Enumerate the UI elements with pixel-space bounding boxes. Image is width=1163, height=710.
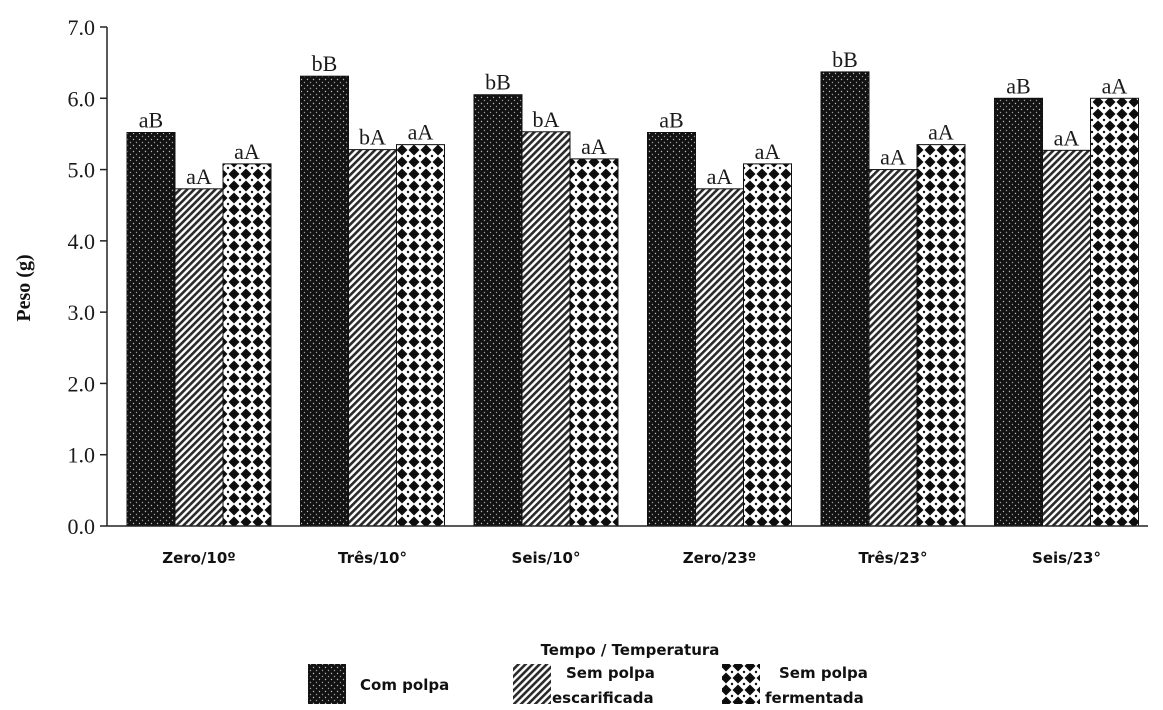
bar-significance-label: bB <box>832 47 858 72</box>
legend-swatch <box>308 664 346 704</box>
bar-significance-label: aA <box>408 120 434 145</box>
legend: Com polpa Sem polpa escarificada Sem polpa f… <box>308 664 868 707</box>
y-axis-ticks: 0.0 1.0 2.0 3.0 4.0 5.0 6.0 7.0 <box>68 15 107 539</box>
bar-significance-label: bB <box>312 51 338 76</box>
legend-label-line2: fermentada <box>765 689 864 707</box>
bar <box>743 163 792 527</box>
bar <box>647 132 696 527</box>
bar <box>521 131 571 527</box>
bar <box>174 188 224 527</box>
bar <box>994 97 1043 527</box>
y-tick-label: 7.0 <box>68 15 96 40</box>
y-tick-label: 2.0 <box>68 371 96 396</box>
bar-significance-label: aA <box>880 145 906 170</box>
y-axis-title: Peso (g) <box>13 254 35 321</box>
bar-significance-label: aA <box>186 164 212 189</box>
bar <box>1042 149 1091 527</box>
bar <box>820 71 870 527</box>
x-category-label: Seis/23° <box>1032 549 1101 567</box>
legend-swatch <box>722 664 760 704</box>
y-tick-label: 4.0 <box>68 229 96 254</box>
bar <box>300 75 349 527</box>
bar <box>126 132 176 527</box>
bar <box>1090 97 1139 527</box>
x-axis-title: Tempo / Temperatura <box>541 641 720 659</box>
bar <box>569 158 619 527</box>
y-tick-label: 3.0 <box>68 300 96 325</box>
legend-swatch <box>513 664 551 704</box>
bar-significance-label: aB <box>139 108 163 133</box>
y-tick-label: 5.0 <box>68 158 96 183</box>
bar-significance-label: aA <box>707 164 733 189</box>
y-tick-label: 0.0 <box>68 514 96 539</box>
bar <box>348 149 397 527</box>
legend-label-line1: Sem polpa <box>566 664 655 682</box>
y-tick-label: 1.0 <box>68 443 96 468</box>
bars <box>126 71 1139 527</box>
x-axis-category-labels: Zero/10º Três/10° Seis/10° Zero/23º Três/23°… <box>162 549 1101 567</box>
y-tick-label: 6.0 <box>68 86 96 111</box>
bar <box>473 94 523 527</box>
bar <box>695 188 744 527</box>
bar-significance-label: aA <box>581 134 607 159</box>
x-category-label: Três/23° <box>859 549 928 567</box>
bar-significance-label: aA <box>1102 73 1128 98</box>
bar <box>222 163 272 527</box>
legend-label: Com polpa <box>360 676 449 694</box>
x-category-label: Zero/23º <box>683 549 757 567</box>
x-category-label: Três/10° <box>338 549 407 567</box>
significance-labels: aB aA aA bB bA aA bB bA aA aB aA aA bB aA aA aB aA aA <box>139 47 1128 189</box>
bar <box>396 144 445 527</box>
bar <box>916 144 966 527</box>
bar-significance-label: aA <box>755 139 781 164</box>
legend-label-line1: Sem polpa <box>779 664 868 682</box>
x-category-label: Zero/10º <box>162 549 236 567</box>
bar <box>868 169 918 527</box>
bar-significance-label: bA <box>533 107 560 132</box>
bar-significance-label: aA <box>1054 125 1080 150</box>
bar-significance-label: aA <box>928 120 954 145</box>
bar-significance-label: bA <box>359 125 386 150</box>
bar-significance-label: aA <box>234 139 260 164</box>
x-category-label: Seis/10° <box>512 549 581 567</box>
bar-significance-label: aB <box>1006 73 1030 98</box>
bar-significance-label: bB <box>485 70 511 95</box>
legend-label-line2: escarificada <box>552 689 654 707</box>
bar-significance-label: aB <box>659 108 683 133</box>
